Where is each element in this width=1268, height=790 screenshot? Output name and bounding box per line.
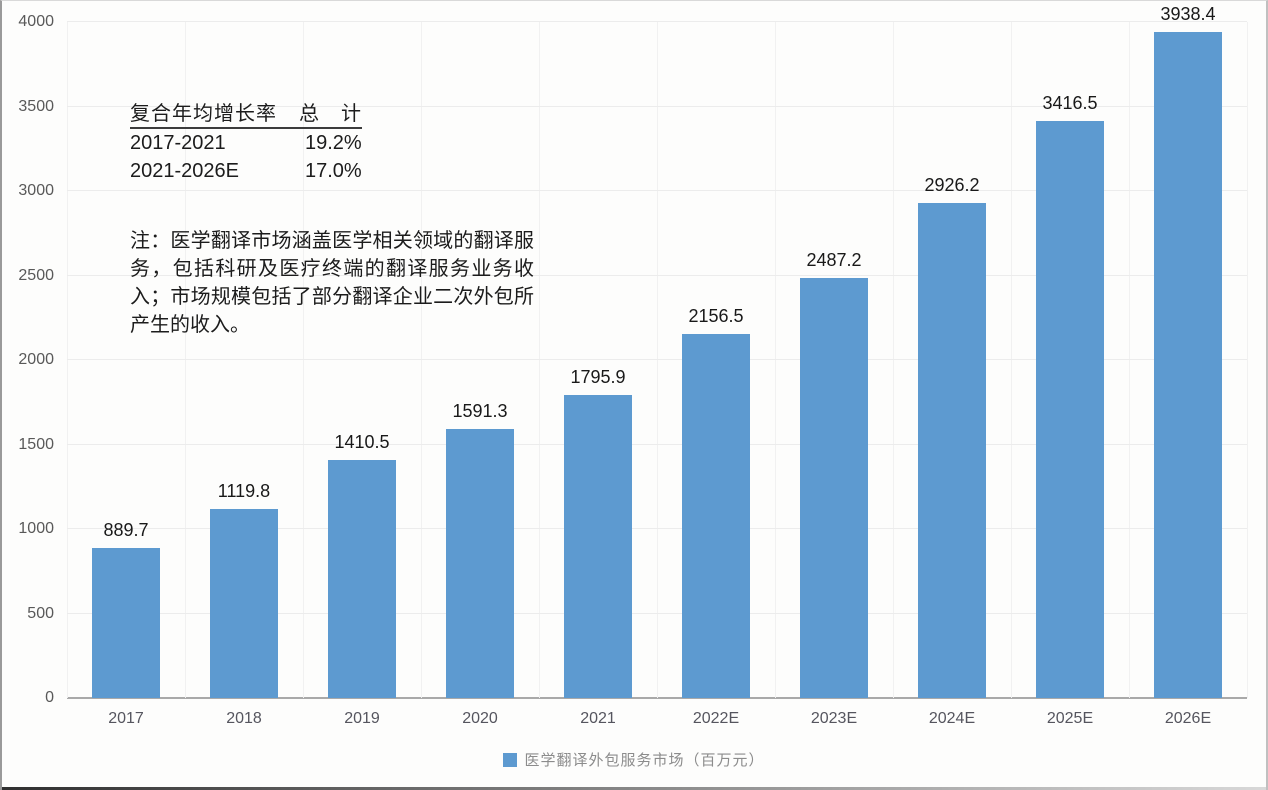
- bar: [210, 508, 278, 698]
- bar: [682, 333, 750, 698]
- y-axis-tick-label: 3000: [18, 182, 54, 199]
- horizontal-gridline: [67, 359, 1247, 360]
- y-axis-tick-label: 3500: [18, 97, 54, 115]
- horizontal-gridline: [67, 274, 1247, 276]
- y-axis-tick-label: 500: [27, 604, 54, 622]
- bar-value-label: 1119.8: [217, 480, 271, 501]
- vertical-gridline: [1011, 22, 1012, 698]
- horizontal-gridline: [67, 190, 1247, 191]
- cagr-period: 2021-2026E: [130, 160, 239, 182]
- horizontal-gridline: [67, 528, 1247, 529]
- x-axis-tick-label: 2020: [462, 710, 498, 727]
- x-axis-tick-label: 2024E: [928, 710, 976, 727]
- vertical-gridline: [1247, 22, 1248, 698]
- vertical-gridline: [67, 22, 68, 698]
- bar: [446, 429, 514, 698]
- y-axis-tick-label: 1500: [18, 435, 54, 453]
- cagr-value: 17.0%: [305, 160, 362, 182]
- legend-marker-icon: [503, 752, 518, 767]
- horizontal-gridline: [67, 21, 1247, 22]
- y-axis-tick-label: 2500: [18, 266, 54, 284]
- y-axis-tick-label: 4000: [18, 13, 54, 30]
- bar: [918, 203, 986, 698]
- vertical-gridline: [421, 22, 422, 698]
- horizontal-gridline: [67, 443, 1247, 445]
- bar: [800, 277, 868, 698]
- bar: [564, 394, 632, 698]
- horizontal-gridline: [67, 612, 1247, 614]
- legend-label: 医学翻译外包服务市场（百万元）: [524, 752, 765, 769]
- cagr-value: 19.2%: [305, 132, 362, 154]
- bar-value-label: 1591.3: [452, 401, 508, 422]
- bar-value-label: 2487.2: [806, 249, 862, 270]
- cagr-header-metric: 复合年均增长率: [130, 103, 277, 125]
- bar-value-label: 2156.5: [688, 305, 744, 326]
- x-axis-tick-label: 2023E: [810, 710, 858, 727]
- vertical-gridline: [185, 22, 186, 698]
- bar: [1154, 32, 1222, 698]
- chart-footnote: 注：医学翻译市场涵盖医学相关领域的翻译服务，包括科研及医疗终端的翻译服务业务收入…: [130, 230, 534, 336]
- y-axis-tick-label: 0: [45, 689, 54, 706]
- cagr-period: 2017-2021: [130, 132, 226, 154]
- bar: [1036, 120, 1104, 698]
- x-axis-tick-label: 2026E: [1164, 710, 1212, 727]
- x-axis-tick-label: 2018: [226, 710, 262, 727]
- plot-area: 889.7 1119.8 1410.5 1591.3 1795.9 2156.5 2487.…: [67, 4, 1248, 699]
- bar-value-label: 889.7: [103, 519, 149, 540]
- vertical-gridline: [657, 22, 658, 698]
- vertical-gridline: [303, 22, 304, 698]
- x-axis-tick-label: 2021: [580, 710, 616, 727]
- bar-value-label: 1410.5: [334, 431, 390, 452]
- cagr-row-2021-2026E: 2021-2026E 17.0%: [130, 158, 362, 185]
- bar: [92, 547, 160, 698]
- cagr-header-total: 总 计: [299, 103, 362, 125]
- bar: [328, 459, 396, 698]
- vertical-gridline: [893, 22, 894, 698]
- vertical-gridline: [775, 22, 776, 698]
- x-axis-tick-label: 2025E: [1046, 710, 1094, 727]
- bar-value-label: 3938.4: [1160, 4, 1216, 25]
- y-axis-tick-label: 2000: [18, 351, 54, 368]
- legend: 医学翻译外包服务市场（百万元）: [2, 749, 1266, 770]
- bar-value-label: 2926.2: [924, 175, 980, 196]
- cagr-row-2017-2021: 2017-2021 19.2%: [130, 130, 362, 157]
- horizontal-gridline: [67, 105, 1247, 107]
- x-axis-tick-label: 2019: [344, 710, 380, 727]
- bar-value-label: 3416.5: [1042, 92, 1098, 113]
- x-axis-tick-label: 2017: [108, 710, 144, 727]
- bar-value-label: 1795.9: [570, 366, 626, 387]
- x-axis-line: [67, 697, 1247, 699]
- x-axis-tick-label: 2022E: [692, 710, 740, 727]
- vertical-gridline: [1129, 22, 1130, 698]
- cagr-annotation-table: 复合年均增长率 总 计 2017-2021 19.2% 2021-2026E 1…: [130, 101, 362, 185]
- y-axis-tick-label: 1000: [18, 520, 54, 537]
- cagr-table-header: 复合年均增长率 总 计: [130, 101, 362, 129]
- vertical-gridline: [539, 22, 540, 698]
